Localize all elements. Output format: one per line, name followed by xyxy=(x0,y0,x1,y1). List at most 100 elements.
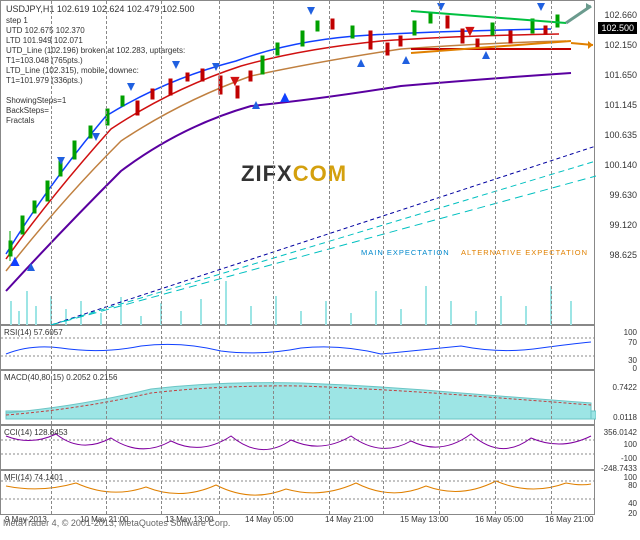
gridline xyxy=(495,371,496,424)
price-yaxis: 102.660 102.150 101.650 101.145 100.635 100.1… xyxy=(595,0,640,325)
gridline xyxy=(161,426,162,469)
current-price-badge: 102.500 xyxy=(598,22,637,34)
gridline xyxy=(495,1,496,324)
info-line: ShowingSteps=1 xyxy=(6,96,66,106)
sub-level: 70 xyxy=(628,338,637,347)
sub-level: 0.0118 xyxy=(613,413,637,422)
gridline xyxy=(439,1,440,324)
yaxis-label: 100.635 xyxy=(604,130,637,140)
mfi-panel[interactable]: MFI(14) 74.1401 100804020 xyxy=(0,470,595,515)
gridline xyxy=(273,326,274,369)
info-line: T1=103.048 (765pts.) xyxy=(6,56,83,66)
gridline xyxy=(551,1,552,324)
xaxis-label: 14 May 21:00 xyxy=(325,515,373,524)
xaxis-label: 16 May 21:00 xyxy=(545,515,593,524)
gridline xyxy=(329,471,330,514)
sub-level: 40 xyxy=(628,499,637,508)
gridline xyxy=(383,1,384,324)
yaxis-label: 100.140 xyxy=(604,160,637,170)
red-down-arrow-icon: ▼ xyxy=(227,73,243,91)
gridline xyxy=(439,326,440,369)
sub-level: 80 xyxy=(628,481,637,490)
yaxis-label: 102.150 xyxy=(604,40,637,50)
gridline xyxy=(495,326,496,369)
sub-level: -248.7433 xyxy=(601,464,637,473)
yaxis-label: 99.630 xyxy=(609,190,637,200)
gridline xyxy=(329,426,330,469)
gridline xyxy=(219,326,220,369)
cci-panel[interactable]: CCI(14) 128.8453 356.0142100-100-248.743… xyxy=(0,425,595,470)
sub-level: 0.7422 xyxy=(613,383,637,392)
gridline xyxy=(219,471,220,514)
gridline xyxy=(329,1,330,324)
gridline xyxy=(551,326,552,369)
yaxis-label: 101.145 xyxy=(604,100,637,110)
gridline xyxy=(106,426,107,469)
gridline xyxy=(161,1,162,324)
main-price-chart[interactable]: USDJPY,H1 102.619 102.624 102.479 102.50… xyxy=(0,0,595,325)
mfi-label: MFI(14) 74.1401 xyxy=(4,473,63,482)
xaxis-label: 16 May 05:00 xyxy=(475,515,523,524)
sub-level: 100 xyxy=(624,328,637,337)
gridline xyxy=(161,471,162,514)
sub-level: 100 xyxy=(624,440,637,449)
gridline xyxy=(495,426,496,469)
gridline xyxy=(219,426,220,469)
sub-level: 20 xyxy=(628,509,637,518)
info-line: BackSteps= xyxy=(6,106,49,116)
macd-label: MACD(40,80,15) 0.2052 0.2156 xyxy=(4,373,117,382)
gridline xyxy=(551,426,552,469)
gridline xyxy=(551,471,552,514)
gridline xyxy=(219,1,220,324)
sub-level: 356.0142 xyxy=(604,428,637,437)
info-line: LTD_Line (102.315), mobile, downec: xyxy=(6,66,139,76)
gridline xyxy=(273,1,274,324)
yaxis-label: 98.625 xyxy=(609,250,637,260)
info-line: LTD 101.949 102.071 xyxy=(6,36,83,46)
info-line: UTD_Line (102.196) broken at 102.283, up… xyxy=(6,46,185,56)
gridline xyxy=(273,471,274,514)
gridline xyxy=(273,371,274,424)
gridline xyxy=(273,426,274,469)
gridline xyxy=(329,326,330,369)
yaxis-label: 99.120 xyxy=(609,220,637,230)
info-line: Fractals xyxy=(6,116,34,126)
alt-expectation-label: ALTERNATIVE EXPECTATION xyxy=(461,248,588,257)
sub-level: 0 xyxy=(633,364,637,373)
gridline xyxy=(383,426,384,469)
footer-text: MetaTrader 4, © 2001-2013, MetaQuotes So… xyxy=(3,518,230,528)
gridline xyxy=(383,371,384,424)
sub-level: -100 xyxy=(621,454,637,463)
chart-title: USDJPY,H1 102.619 102.624 102.479 102.50… xyxy=(6,4,195,14)
info-line: T1=101.979 (336pts.) xyxy=(6,76,83,86)
blue-up-arrow-icon: ▲ xyxy=(277,89,293,107)
gridline xyxy=(106,471,107,514)
watermark: ZIFXCOM xyxy=(241,161,347,187)
yaxis-label: 101.650 xyxy=(604,70,637,80)
gridline xyxy=(51,1,52,324)
gridline xyxy=(219,371,220,424)
xaxis-label: 15 May 13:00 xyxy=(400,515,448,524)
gridline xyxy=(439,471,440,514)
cci-label: CCI(14) 128.8453 xyxy=(4,428,68,437)
main-expectation-label: MAIN EXPECTATION xyxy=(361,248,450,257)
yaxis-label: 102.660 xyxy=(604,10,637,20)
gridline xyxy=(495,471,496,514)
gridline xyxy=(106,326,107,369)
xaxis-label: 14 May 05:00 xyxy=(245,515,293,524)
gridline xyxy=(551,371,552,424)
red-down-arrow-icon: ▼ xyxy=(462,23,478,41)
gridline xyxy=(161,371,162,424)
rsi-label: RSI(14) 57.6057 xyxy=(4,328,63,337)
macd-panel[interactable]: MACD(40,80,15) 0.2052 0.2156 0.74220.011… xyxy=(0,370,595,425)
info-line: UTD 102.675 102.370 xyxy=(6,26,85,36)
blue-up-arrow-icon: ▲ xyxy=(7,253,23,271)
gridline xyxy=(439,426,440,469)
gridline xyxy=(439,371,440,424)
gridline xyxy=(329,371,330,424)
gridline xyxy=(383,326,384,369)
gridline xyxy=(106,1,107,324)
info-line: step 1 xyxy=(6,16,28,26)
rsi-panel[interactable]: RSI(14) 57.6057 10070300 xyxy=(0,325,595,370)
gridline xyxy=(383,471,384,514)
